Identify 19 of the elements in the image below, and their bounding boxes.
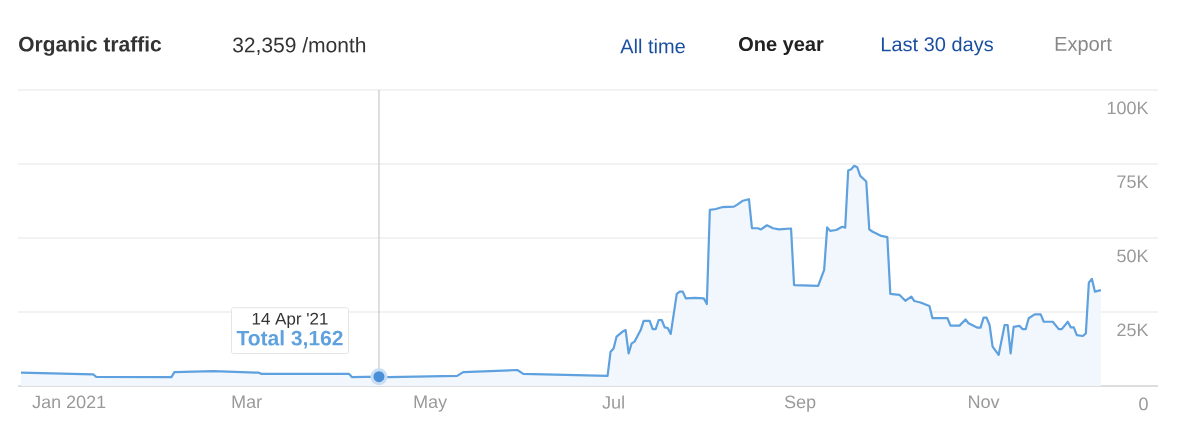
x-tick-label: May [414, 395, 448, 412]
x-tick-label: Jul [602, 395, 624, 409]
chart-subtitle: 32,359 /month [233, 37, 366, 55]
annotation: 14 Apr '21 [252, 312, 328, 329]
x-tick-label: Mar [232, 395, 262, 409]
y-tick-label: 50K [1117, 249, 1149, 263]
text: One year [739, 36, 824, 56]
x-tick-label: Jan 2021 [32, 395, 106, 409]
text: All time [620, 38, 685, 54]
y-tick-label: 75K [1117, 175, 1149, 189]
annotation: Total 3,162 [236, 330, 343, 349]
y-tick-label: 0 [1139, 397, 1148, 411]
y-tick-label: 100K [1107, 101, 1149, 115]
y-tick-label: 25K [1117, 323, 1149, 337]
chart-title: Organic traffic [19, 36, 162, 56]
x-tick-label: Nov [969, 395, 1000, 409]
x-tick-label: Sep [784, 395, 816, 412]
text: Last 30 days [881, 36, 993, 56]
text: Export [1055, 37, 1112, 55]
